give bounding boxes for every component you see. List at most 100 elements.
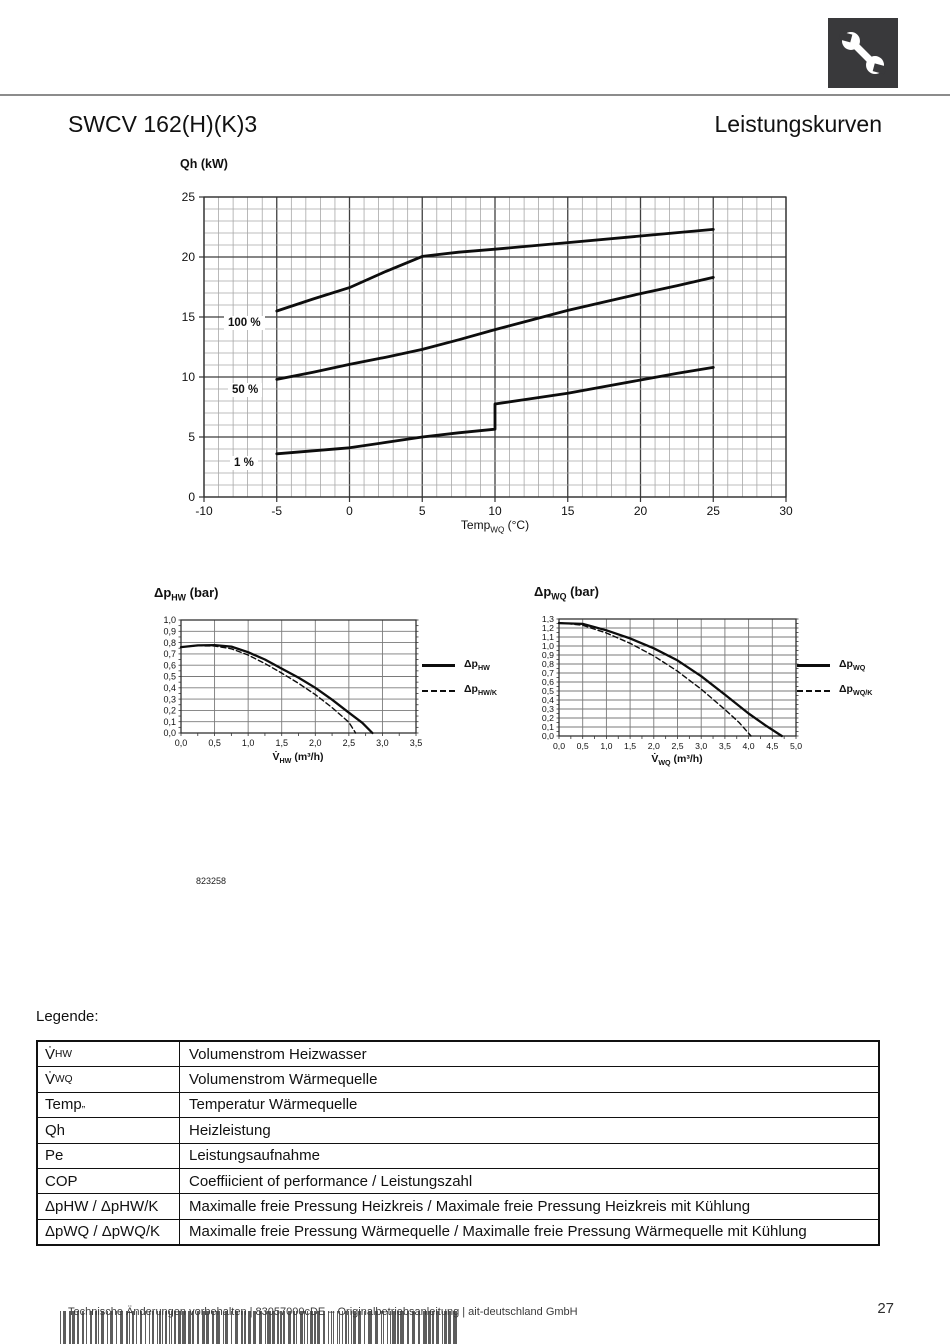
barcode-bar — [77, 1311, 79, 1344]
barcode-bar — [337, 1311, 338, 1344]
svg-text:3,0: 3,0 — [376, 738, 389, 748]
barcode-bar — [423, 1311, 427, 1344]
barcode-bar — [351, 1311, 352, 1344]
svg-text:5,0: 5,0 — [790, 741, 802, 751]
term-cell: V̇ HW — [38, 1042, 180, 1067]
description-cell: Volumenstrom Wärmequelle — [189, 1071, 378, 1089]
barcode-bar — [174, 1311, 176, 1344]
description-cell: Leistungsaufnahme — [189, 1147, 320, 1165]
barcode-bar — [432, 1311, 434, 1344]
barcode-bar — [345, 1311, 347, 1344]
svg-text:-10: -10 — [195, 504, 213, 518]
description-cell: Maximalle freie Pressung Wärmequelle / M… — [189, 1223, 807, 1241]
description-cell: Temperatur Wärmequelle — [189, 1096, 358, 1114]
barcode-bar — [272, 1311, 275, 1344]
svg-text:5: 5 — [188, 430, 195, 444]
barcode-bar — [216, 1311, 220, 1344]
barcode-bar — [69, 1311, 71, 1344]
table-row: COP Coeffiicient of performance / Leistun… — [38, 1167, 878, 1194]
barcode-bar — [390, 1311, 391, 1344]
barcode-bar — [333, 1311, 334, 1344]
main-chart-y-axis-label: Qh (kW) — [180, 157, 228, 171]
svg-text:0,8: 0,8 — [163, 638, 176, 648]
legend-label: ΔpHW/K — [464, 683, 497, 698]
barcode-bar — [149, 1311, 150, 1344]
barcode-bar — [259, 1311, 262, 1344]
svg-text:0,2: 0,2 — [163, 706, 176, 716]
svg-text:10: 10 — [488, 504, 502, 518]
term-cell: ΔpWQ / ΔpWQ/K — [38, 1219, 180, 1245]
barcode-bar — [397, 1311, 399, 1344]
pressure-drop-hw-chart: 0,0 0,5 1,0 1,5 2,0 2,5 3,0 3,50,00,10,20,30,40… — [163, 615, 423, 748]
figure-number: 823258 — [196, 876, 227, 886]
svg-text:0,0: 0,0 — [163, 728, 176, 738]
barcode-bar — [368, 1311, 372, 1344]
svg-text:30: 30 — [779, 504, 793, 518]
svg-text:25: 25 — [182, 190, 196, 204]
svg-text:0,7: 0,7 — [542, 668, 554, 678]
barcode-bar — [323, 1311, 325, 1344]
table-row: Temp „ Temperatur Wärmequelle — [38, 1091, 878, 1118]
barcode-bar — [171, 1311, 172, 1344]
svg-text:0: 0 — [346, 504, 353, 518]
svg-text:2,0: 2,0 — [648, 741, 660, 751]
barcode-bar — [165, 1311, 167, 1344]
barcode-bar — [235, 1311, 238, 1344]
barcode-bar — [223, 1311, 224, 1344]
hw-chart-legend: ΔpHW ΔpHW/K — [422, 653, 497, 703]
svg-text:0: 0 — [188, 490, 195, 504]
barcode-bar — [364, 1311, 365, 1344]
barcode-bar — [82, 1311, 84, 1344]
svg-text:0,0: 0,0 — [175, 738, 188, 748]
barcode-bar — [293, 1311, 295, 1344]
legend-label: ΔpHW — [464, 658, 490, 673]
barcode-bar — [304, 1311, 305, 1344]
barcode-bar — [136, 1311, 137, 1344]
barcode-bar — [206, 1311, 209, 1344]
barcode-bar — [412, 1311, 415, 1344]
barcode-bar — [392, 1311, 396, 1344]
svg-text:1,0: 1,0 — [163, 615, 176, 625]
solid-line-sample — [422, 664, 455, 667]
hw-chart-x-axis-label: V̇HW (m³/h) — [272, 751, 324, 766]
barcode-bar — [120, 1311, 123, 1344]
barcode-bar — [248, 1311, 251, 1344]
barcode-bar — [381, 1311, 382, 1344]
barcode-bar — [202, 1311, 205, 1344]
barcode-bar — [453, 1311, 457, 1344]
barcode-bar — [317, 1311, 320, 1344]
page-title-section: Leistungskurven — [714, 111, 883, 137]
barcode-bar — [231, 1311, 232, 1344]
page-number: 27 — [877, 1300, 894, 1317]
barcode-bar — [288, 1311, 291, 1344]
barcode-bar — [418, 1311, 420, 1344]
legend-label: ΔpWQ/K — [839, 683, 873, 698]
barcode-bar — [310, 1311, 313, 1344]
hw-chart-title: ΔpHW (bar) — [154, 585, 219, 603]
barcode-bar — [192, 1311, 194, 1344]
description-cell: Volumenstrom Heizwasser — [189, 1045, 367, 1063]
legend-item: ΔpHW — [422, 653, 497, 678]
svg-text:1,5: 1,5 — [624, 741, 636, 751]
svg-text:0,5: 0,5 — [163, 672, 176, 682]
pressure-drop-wq-chart: 0,0 0,5 1,0 1,5 2,0 2,5 3,0 3,5 4,0 4,5 5,00,00,10… — [542, 614, 802, 751]
svg-text:3,5: 3,5 — [410, 738, 423, 748]
svg-text:15: 15 — [182, 310, 196, 324]
svg-text:4,5: 4,5 — [766, 741, 778, 751]
svg-text:-5: -5 — [271, 504, 282, 518]
barcode-bar — [436, 1311, 439, 1344]
curve-label-100pct: 100 % — [224, 316, 265, 330]
svg-text:0,8: 0,8 — [542, 659, 554, 669]
barcode-bar — [95, 1311, 97, 1344]
svg-text:15: 15 — [561, 504, 575, 518]
term-cell: COP — [38, 1168, 180, 1194]
barcode-bar — [63, 1311, 66, 1344]
table-row: V̇ WQ Volumenstrom Wärmequelle — [38, 1066, 878, 1092]
svg-text:0,2: 0,2 — [542, 713, 554, 723]
barcode-bar — [212, 1311, 214, 1344]
barcode-bar — [448, 1311, 451, 1344]
svg-text:5: 5 — [419, 504, 426, 518]
barcode-bar — [159, 1311, 161, 1344]
barcode-bar — [188, 1311, 191, 1344]
